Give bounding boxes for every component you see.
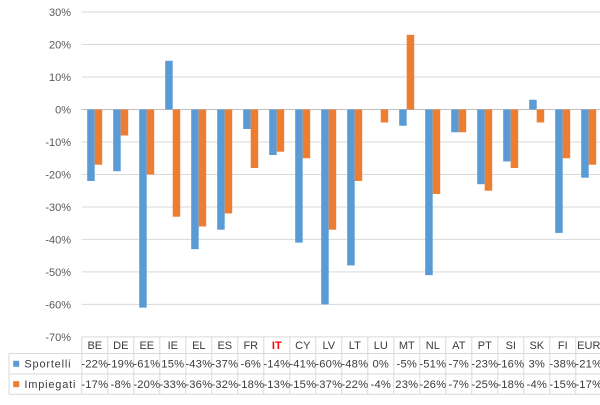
svg-text:CY: CY [295,340,311,352]
svg-text:-14%: -14% [263,359,290,371]
svg-text:-22%: -22% [81,359,108,371]
svg-text:-51%: -51% [419,359,446,371]
svg-text:-6%: -6% [241,359,262,371]
svg-text:-32%: -32% [211,379,238,391]
svg-text:-37%: -37% [211,359,238,371]
svg-text:LV: LV [322,340,335,352]
svg-text:BE: BE [87,340,102,352]
svg-text:-16%: -16% [497,359,524,371]
svg-text:-17%: -17% [575,379,600,391]
svg-text:-43%: -43% [185,359,212,371]
svg-text:23%: 23% [395,379,418,391]
svg-text:-23%: -23% [471,359,498,371]
svg-text:-61%: -61% [133,359,160,371]
svg-text:-18%: -18% [237,379,264,391]
svg-text:-4%: -4% [371,379,392,391]
svg-text:IE: IE [168,340,178,352]
svg-text:-50%: -50% [45,267,71,279]
svg-text:-70%: -70% [45,332,71,344]
svg-text:FR: FR [243,340,258,352]
svg-text:-13%: -13% [263,379,290,391]
svg-text:-5%: -5% [397,359,418,371]
svg-text:FI: FI [558,340,568,352]
svg-text:-60%: -60% [315,359,342,371]
svg-text:-15%: -15% [289,379,316,391]
svg-text:-36%: -36% [185,379,212,391]
svg-text:PT: PT [478,340,492,352]
svg-text:DE: DE [113,340,128,352]
svg-text:ES: ES [217,340,232,352]
svg-text:EL: EL [192,340,205,352]
svg-text:30%: 30% [49,7,71,19]
svg-text:-4%: -4% [527,379,548,391]
svg-text:-8%: -8% [111,379,132,391]
svg-text:-48%: -48% [341,359,368,371]
svg-text:-15%: -15% [549,379,576,391]
svg-text:20%: 20% [49,39,71,51]
svg-text:NL: NL [426,340,440,352]
svg-text:-20%: -20% [45,169,71,181]
svg-text:-41%: -41% [289,359,316,371]
svg-text:-25%: -25% [471,379,498,391]
svg-text:-7%: -7% [449,359,470,371]
svg-text:-7%: -7% [449,379,470,391]
svg-text:0%: 0% [373,359,390,371]
svg-text:-38%: -38% [549,359,576,371]
svg-text:LU: LU [374,340,388,352]
svg-text:IT: IT [272,340,282,352]
svg-text:0%: 0% [55,104,71,116]
svg-text:MT: MT [399,340,415,352]
svg-text:15%: 15% [161,359,184,371]
svg-text:EE: EE [139,340,154,352]
svg-text:-33%: -33% [159,379,186,391]
svg-text:LT: LT [349,340,361,352]
svg-text:-60%: -60% [45,299,71,311]
svg-text:-19%: -19% [107,359,134,371]
svg-text:-21%: -21% [575,359,600,371]
svg-text:-10%: -10% [45,137,71,149]
svg-text:-30%: -30% [45,202,71,214]
svg-text:SI: SI [506,340,516,352]
svg-text:-20%: -20% [133,379,160,391]
svg-text:3%: 3% [529,359,546,371]
svg-text:-37%: -37% [315,379,342,391]
svg-text:EUR: EUR [577,340,600,352]
svg-text:-17%: -17% [81,379,108,391]
svg-text:10%: 10% [49,72,71,84]
svg-text:SK: SK [529,340,544,352]
svg-text:AT: AT [452,340,466,352]
svg-text:Sportelli: Sportelli [24,359,71,371]
svg-text:-22%: -22% [341,379,368,391]
svg-text:-18%: -18% [497,379,524,391]
svg-text:-40%: -40% [45,234,71,246]
svg-text:-26%: -26% [419,379,446,391]
svg-text:Impiegati: Impiegati [24,379,76,391]
